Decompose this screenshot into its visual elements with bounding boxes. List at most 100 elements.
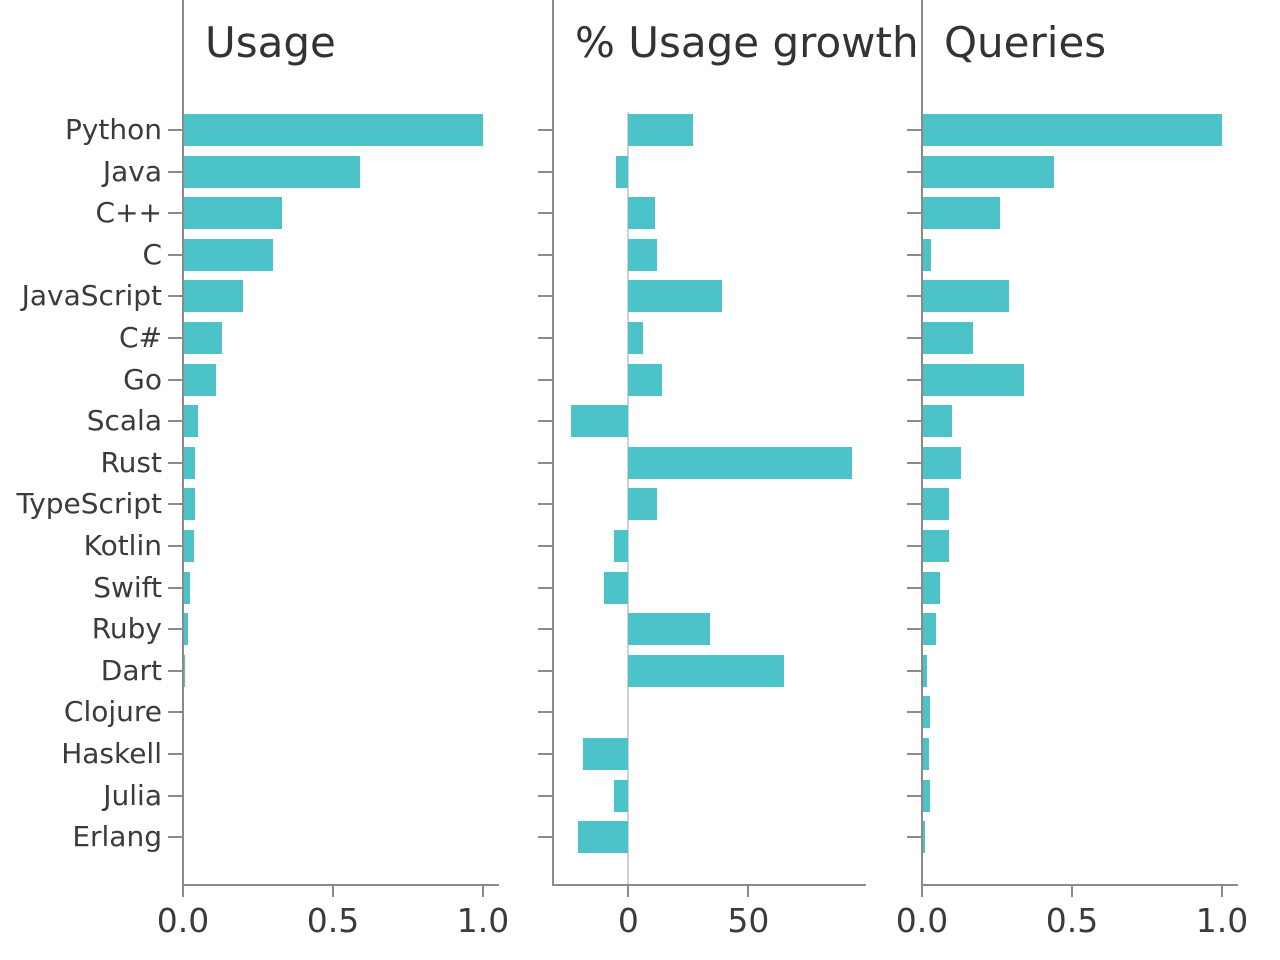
category-label: C# xyxy=(118,321,162,354)
bar-dart xyxy=(183,654,186,687)
bar-rust xyxy=(628,446,852,479)
y-tick xyxy=(907,794,921,797)
bar-swift xyxy=(183,571,190,604)
category-label: Dart xyxy=(100,653,162,687)
y-tick xyxy=(907,586,921,589)
bar-javascript xyxy=(922,280,1009,313)
category-label: TypeScript xyxy=(16,487,162,521)
y-tick xyxy=(168,586,182,589)
y-tick xyxy=(538,711,552,714)
x-tick-label: 1.0 xyxy=(1195,901,1249,940)
x-tick-label: 50 xyxy=(727,901,770,940)
bar-go xyxy=(922,363,1024,396)
y-tick xyxy=(168,170,182,173)
y-tick xyxy=(907,711,921,714)
y-tick xyxy=(168,337,182,339)
bar-javascript xyxy=(628,280,722,313)
y-tick xyxy=(907,295,921,298)
y-tick xyxy=(538,503,552,506)
category-label: Scala xyxy=(86,404,162,438)
bar-typescript xyxy=(922,488,949,521)
bar-c- xyxy=(183,322,222,354)
x-tick-label: 0.0 xyxy=(156,901,210,940)
panel-usage: 0.0 0.5 1.0 Usage xyxy=(157,0,509,960)
category-label: Rust xyxy=(100,445,162,479)
bar-ruby xyxy=(922,613,936,646)
y-tick xyxy=(907,836,921,839)
bar-python xyxy=(922,114,1222,146)
category-label: JavaScript xyxy=(21,279,162,313)
y-tick xyxy=(168,545,182,547)
x-tick xyxy=(1071,886,1073,897)
y-tick xyxy=(168,503,182,506)
y-tick xyxy=(538,337,552,339)
y-tick xyxy=(168,628,182,631)
x-axis-line xyxy=(921,884,1238,886)
bar-dart xyxy=(922,654,927,687)
y-tick xyxy=(168,420,182,423)
bar-c xyxy=(628,238,658,271)
category-label: C++ xyxy=(95,196,162,230)
y-tick xyxy=(538,129,552,131)
y-axis-spine xyxy=(921,0,923,886)
y-tick xyxy=(168,212,182,215)
y-tick xyxy=(538,794,552,797)
category-label: Go xyxy=(123,362,162,396)
x-tick xyxy=(1221,886,1223,897)
category-label: C xyxy=(142,237,162,271)
category-label: Julia xyxy=(103,778,162,812)
y-axis-labels: Python Java C++ C JavaScript C# Go Scala Rust Typ… xyxy=(0,0,162,960)
y-tick xyxy=(538,836,552,839)
bar-kotlin xyxy=(922,530,949,562)
bar-c- xyxy=(628,322,643,354)
x-axis-line xyxy=(182,884,499,886)
bar-rust xyxy=(922,446,961,479)
y-tick xyxy=(538,420,552,423)
category-label: Clojure xyxy=(63,695,162,729)
x-tick-label: 0.0 xyxy=(895,901,949,940)
bar-c xyxy=(183,238,273,271)
y-tick xyxy=(168,129,182,131)
bar-java xyxy=(183,155,360,188)
y-tick xyxy=(538,669,552,672)
y-tick xyxy=(538,461,552,464)
y-tick xyxy=(538,378,552,381)
bar-typescript xyxy=(183,488,195,521)
y-tick xyxy=(538,545,552,547)
y-tick xyxy=(168,711,182,714)
y-tick xyxy=(907,129,921,131)
y-tick xyxy=(168,669,182,672)
x-tick xyxy=(747,886,750,897)
bar-typescript xyxy=(628,488,658,521)
panel-title-usage: Usage xyxy=(205,18,336,67)
y-tick xyxy=(907,461,921,464)
y-tick xyxy=(538,586,552,589)
y-tick xyxy=(907,669,921,672)
bar-go xyxy=(628,363,662,396)
bar-c- xyxy=(922,322,973,354)
bar-ruby xyxy=(183,613,188,646)
category-label: Java xyxy=(102,154,162,188)
bar-python xyxy=(183,114,483,146)
y-tick xyxy=(538,170,552,173)
y-tick xyxy=(538,628,552,631)
category-label: Kotlin xyxy=(83,529,162,562)
bar-python xyxy=(628,114,694,146)
y-tick xyxy=(907,628,921,631)
bar-swift xyxy=(922,571,940,604)
bar-go xyxy=(183,363,216,396)
y-tick xyxy=(907,503,921,506)
y-tick xyxy=(907,545,921,547)
bar-c- xyxy=(628,197,655,230)
y-tick xyxy=(168,836,182,839)
panel-usage-growth: 0 50 % Usage growth xyxy=(538,0,919,960)
panel-title-queries: Queries xyxy=(944,18,1107,67)
bar-java xyxy=(922,155,1054,188)
bar-java xyxy=(616,155,629,188)
panel-title-usage-growth: % Usage growth xyxy=(575,18,919,67)
y-tick xyxy=(538,212,552,215)
bar-javascript xyxy=(183,280,243,313)
bar-dart xyxy=(628,654,785,687)
bar-julia xyxy=(922,779,931,812)
